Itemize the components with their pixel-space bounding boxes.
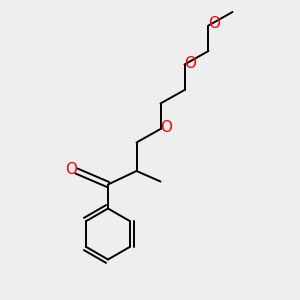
Text: O: O — [160, 120, 172, 135]
Text: O: O — [184, 56, 196, 70]
Text: O: O — [208, 16, 220, 32]
Text: O: O — [65, 162, 77, 177]
